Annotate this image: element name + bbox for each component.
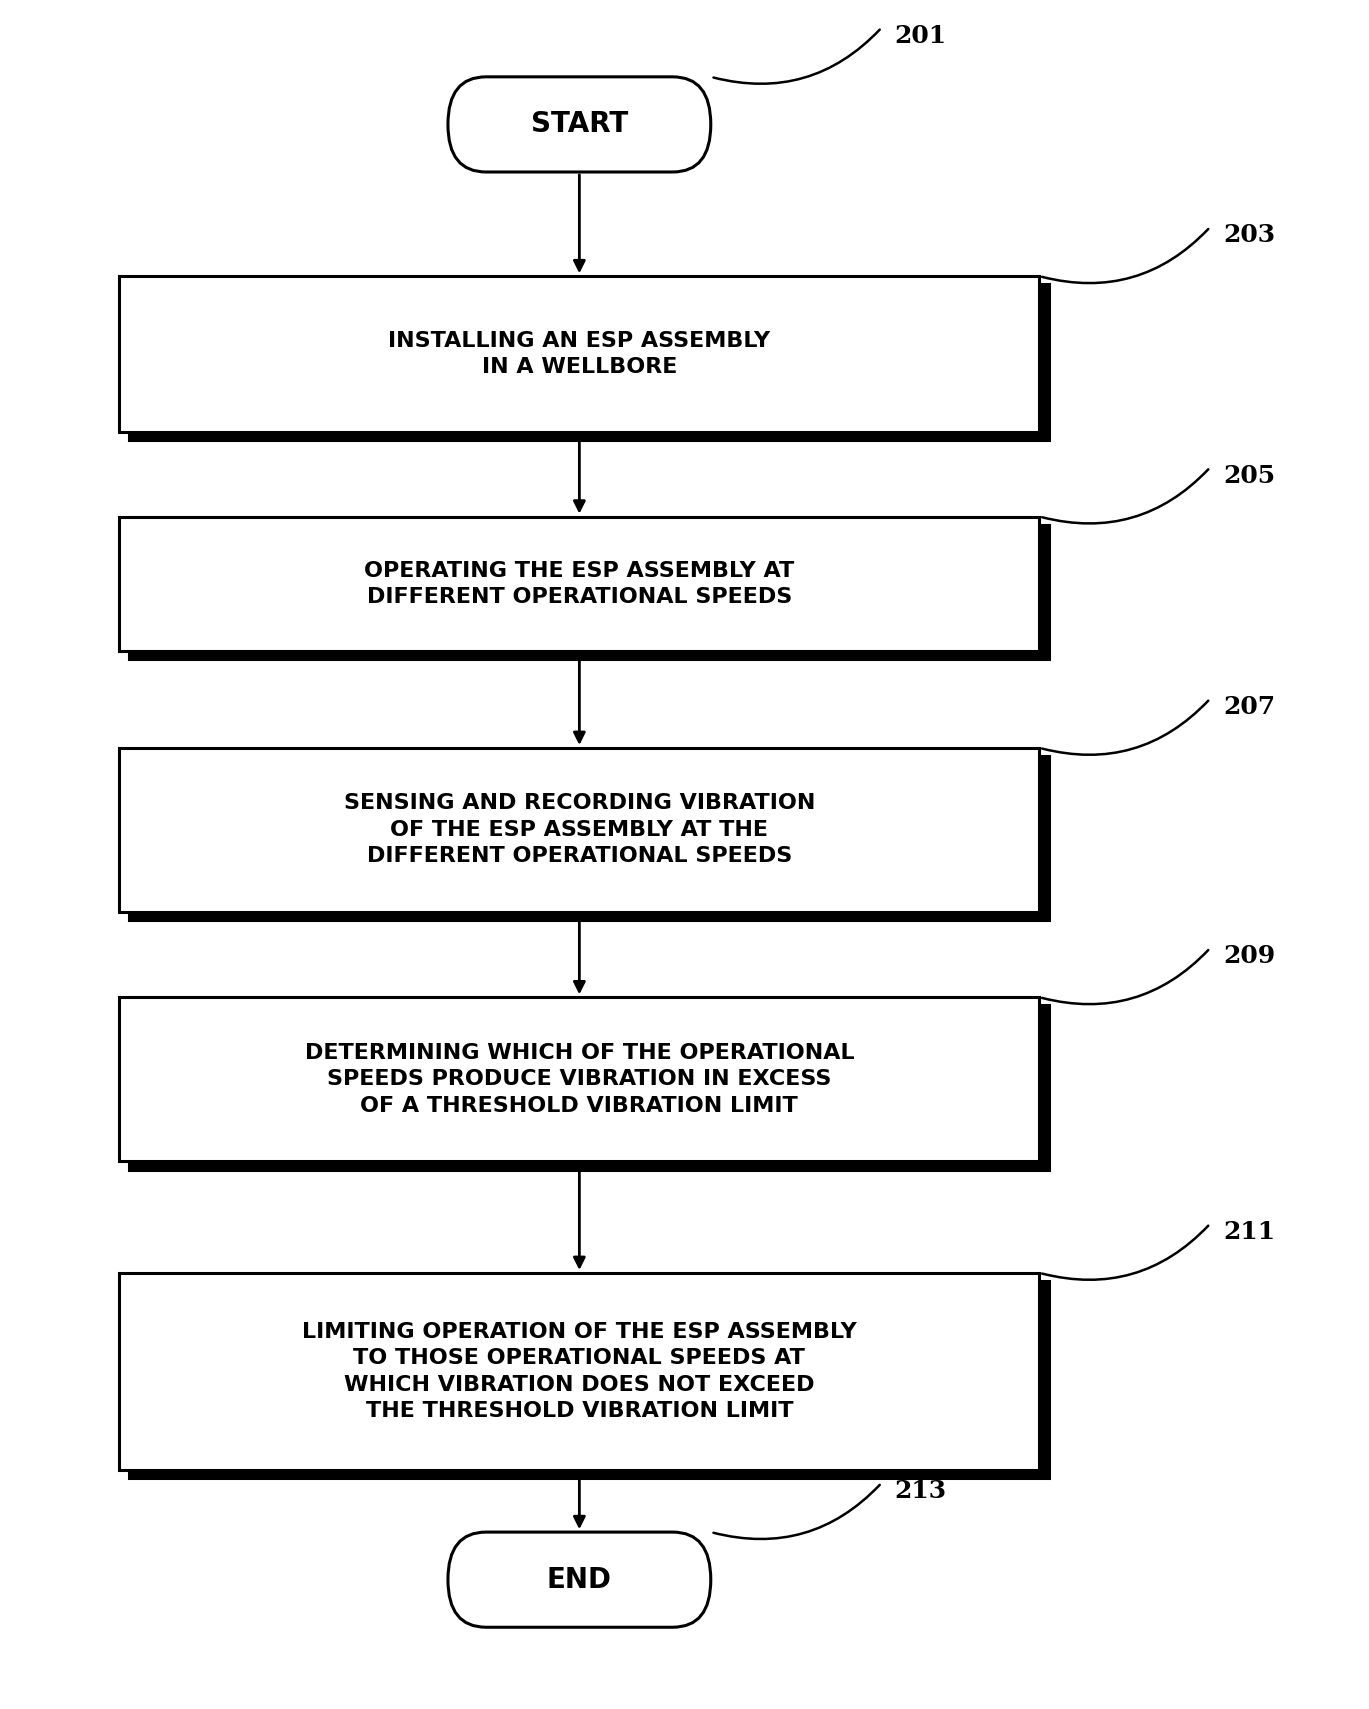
- Text: START: START: [531, 111, 628, 138]
- Bar: [129, 1005, 1049, 1169]
- Text: 201: 201: [895, 24, 947, 48]
- Text: 213: 213: [895, 1478, 947, 1504]
- Text: END: END: [546, 1565, 612, 1594]
- Text: 209: 209: [1224, 943, 1276, 969]
- Text: 207: 207: [1224, 696, 1276, 719]
- Bar: [119, 277, 1039, 432]
- Text: OPERATING THE ESP ASSEMBLY AT
DIFFERENT OPERATIONAL SPEEDS: OPERATING THE ESP ASSEMBLY AT DIFFERENT …: [364, 561, 794, 607]
- Text: SENSING AND RECORDING VIBRATION
OF THE ESP ASSEMBLY AT THE
DIFFERENT OPERATIONAL: SENSING AND RECORDING VIBRATION OF THE E…: [344, 793, 815, 866]
- Bar: [129, 525, 1049, 660]
- Text: 205: 205: [1224, 463, 1276, 487]
- FancyBboxPatch shape: [448, 77, 711, 173]
- Bar: [129, 284, 1049, 441]
- Text: LIMITING OPERATION OF THE ESP ASSEMBLY
TO THOSE OPERATIONAL SPEEDS AT
WHICH VIBR: LIMITING OPERATION OF THE ESP ASSEMBLY T…: [303, 1321, 857, 1420]
- FancyBboxPatch shape: [448, 1531, 711, 1627]
- Bar: [119, 516, 1039, 651]
- Text: 203: 203: [1224, 224, 1276, 248]
- Bar: [119, 998, 1039, 1162]
- Bar: [129, 1282, 1049, 1478]
- Bar: [129, 755, 1049, 919]
- Text: DETERMINING WHICH OF THE OPERATIONAL
SPEEDS PRODUCE VIBRATION IN EXCESS
OF A THR: DETERMINING WHICH OF THE OPERATIONAL SPE…: [304, 1042, 854, 1116]
- Text: 211: 211: [1224, 1220, 1276, 1244]
- Text: INSTALLING AN ESP ASSEMBLY
IN A WELLBORE: INSTALLING AN ESP ASSEMBLY IN A WELLBORE: [389, 332, 771, 378]
- Bar: [119, 749, 1039, 913]
- Bar: [119, 1273, 1039, 1470]
